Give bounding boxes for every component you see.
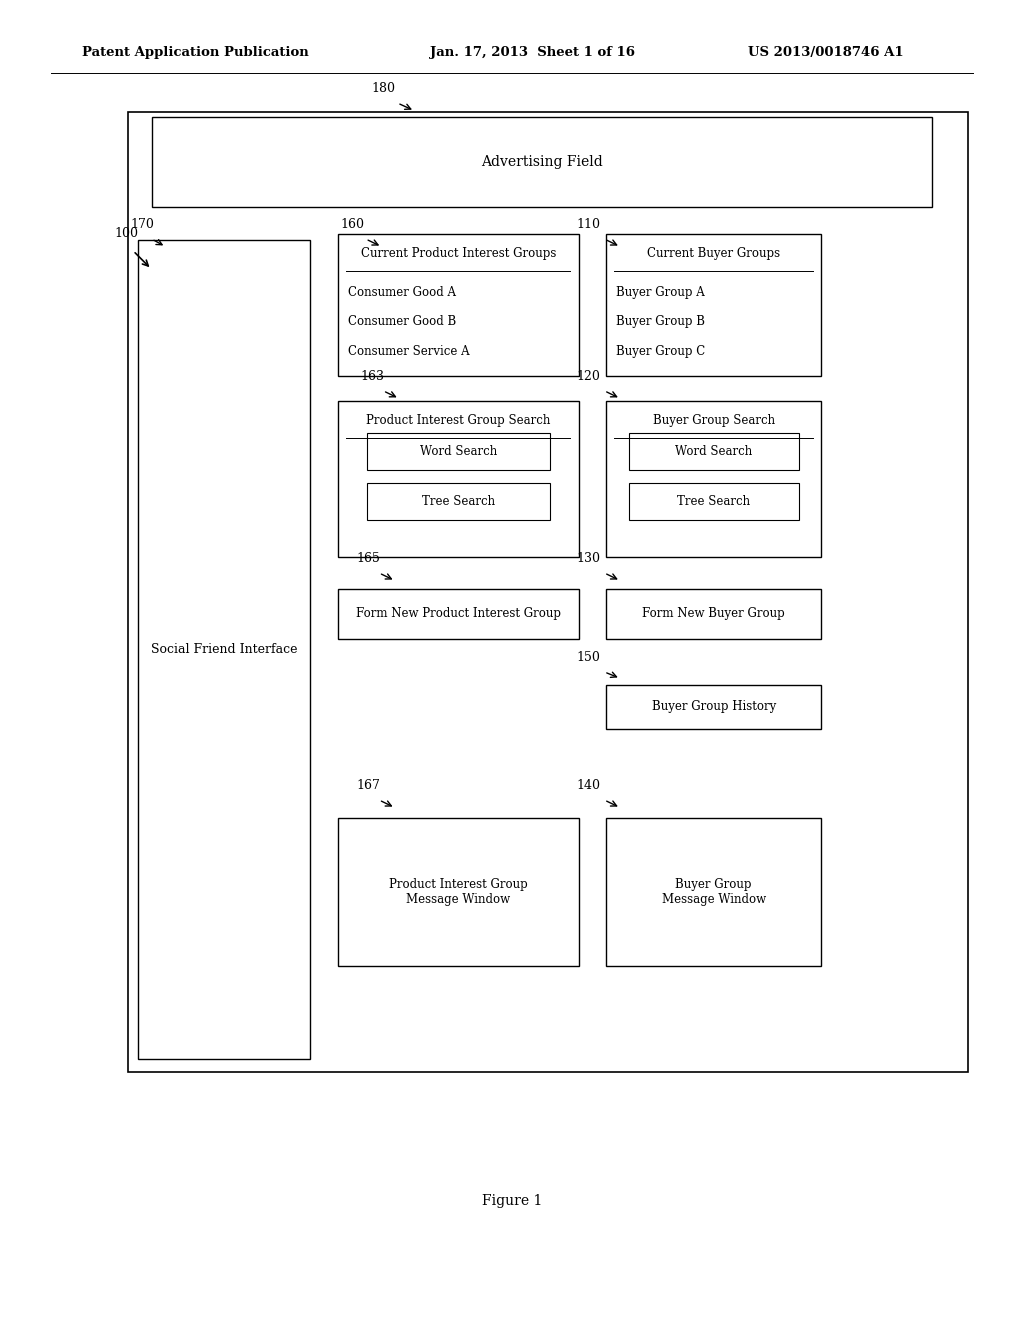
Text: Buyer Group A: Buyer Group A [616, 286, 706, 300]
Text: 120: 120 [577, 370, 600, 383]
Text: Social Friend Interface: Social Friend Interface [151, 643, 298, 656]
Text: Figure 1: Figure 1 [482, 1195, 542, 1208]
Text: Current Buyer Groups: Current Buyer Groups [647, 247, 780, 260]
Text: Tree Search: Tree Search [422, 495, 495, 508]
Text: Word Search: Word Search [420, 445, 497, 458]
Text: 130: 130 [577, 552, 600, 565]
Text: Tree Search: Tree Search [677, 495, 751, 508]
Text: 100: 100 [115, 227, 138, 240]
Text: 150: 150 [577, 651, 600, 664]
Text: 167: 167 [356, 779, 380, 792]
Text: US 2013/0018746 A1: US 2013/0018746 A1 [748, 46, 903, 59]
Text: Advertising Field: Advertising Field [481, 156, 602, 169]
Text: Form New Product Interest Group: Form New Product Interest Group [355, 607, 561, 620]
Text: 180: 180 [372, 82, 395, 95]
Text: Jan. 17, 2013  Sheet 1 of 16: Jan. 17, 2013 Sheet 1 of 16 [430, 46, 635, 59]
Text: Product Interest Group
Message Window: Product Interest Group Message Window [389, 878, 527, 907]
Text: Word Search: Word Search [675, 445, 753, 458]
Text: 160: 160 [340, 218, 364, 231]
Text: 110: 110 [577, 218, 600, 231]
Text: 163: 163 [360, 370, 384, 383]
Text: Consumer Service A: Consumer Service A [348, 345, 470, 358]
Text: Buyer Group C: Buyer Group C [616, 345, 706, 358]
Text: Consumer Good A: Consumer Good A [348, 286, 456, 300]
Text: Buyer Group B: Buyer Group B [616, 315, 706, 329]
Text: Form New Buyer Group: Form New Buyer Group [642, 607, 785, 620]
Text: 140: 140 [577, 779, 600, 792]
Text: 170: 170 [130, 218, 154, 231]
Text: 165: 165 [356, 552, 380, 565]
Text: Current Product Interest Groups: Current Product Interest Groups [360, 247, 556, 260]
Text: Buyer Group
Message Window: Buyer Group Message Window [662, 878, 766, 907]
Text: Buyer Group History: Buyer Group History [651, 701, 776, 713]
Text: Patent Application Publication: Patent Application Publication [82, 46, 308, 59]
Text: Product Interest Group Search: Product Interest Group Search [366, 414, 551, 428]
Text: Consumer Good B: Consumer Good B [348, 315, 457, 329]
Text: Buyer Group Search: Buyer Group Search [652, 414, 775, 428]
